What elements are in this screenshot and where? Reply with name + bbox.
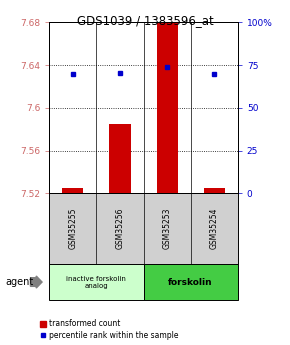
Bar [204, 188, 225, 193]
Text: GDS1039 / 1383596_at: GDS1039 / 1383596_at [77, 14, 213, 27]
Text: forskolin: forskolin [168, 277, 213, 287]
Legend: transformed count, percentile rank within the sample: transformed count, percentile rank withi… [39, 318, 180, 341]
Bar [144, 264, 238, 300]
Bar [157, 20, 178, 193]
Bar [49, 264, 144, 300]
Bar [109, 124, 130, 193]
Bar [62, 188, 84, 193]
Text: agent: agent [6, 277, 34, 287]
Text: GSM35256: GSM35256 [115, 208, 124, 249]
Text: GSM35254: GSM35254 [210, 208, 219, 249]
Text: GSM35253: GSM35253 [163, 208, 172, 249]
Text: inactive forskolin
analog: inactive forskolin analog [66, 276, 126, 288]
Text: GSM35255: GSM35255 [68, 208, 77, 249]
